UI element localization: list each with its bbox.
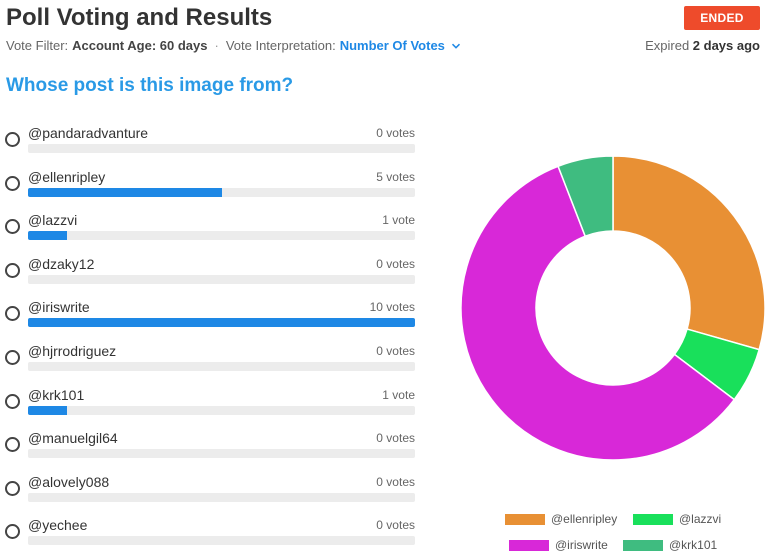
vote-bar-fill [28,231,67,241]
radio-button[interactable] [5,393,20,409]
expired-value: 2 days ago [692,38,760,53]
legend-label: @iriswrite [555,538,608,552]
vote-bar-fill [28,187,222,197]
poll-option[interactable]: @yechee 0 votes [0,514,420,550]
interpretation-value[interactable]: Number Of Votes [339,38,445,53]
poll-question: Whose post is this image from? [6,75,294,96]
legend-item[interactable]: @lazzvi [633,512,721,526]
radio-button[interactable] [5,437,20,453]
poll-option[interactable]: @hjrrodriguez 0 votes [0,340,420,376]
page-title: Poll Voting and Results [6,4,273,31]
option-label: @iriswrite [28,299,90,316]
option-label: @lazzvi [28,212,78,229]
option-label: @dzaky12 [28,255,95,272]
vote-bar-track [28,536,415,546]
legend-item[interactable]: @ellenripley [505,512,617,526]
separator: · [214,38,219,53]
option-label: @alovely088 [28,473,110,490]
filter-bar: Vote Filter: Account Age: 60 days · Vote… [6,38,461,53]
option-vote-count: 0 votes [376,256,415,271]
donut-slice-iriswrite [460,165,736,461]
poll-option[interactable]: @manuelgil64 0 votes [0,427,420,463]
poll-option[interactable]: @krk101 1 vote [0,384,420,420]
vote-bar-track [28,231,415,241]
legend-item[interactable]: @krk101 [623,538,717,552]
option-label: @hjrrodriguez [28,343,117,359]
poll-option[interactable]: @pandaradvanture 0 votes [0,122,420,158]
option-label: @yechee [28,517,88,534]
option-label: @pandaradvanture [28,125,149,141]
vote-bar-track [28,405,415,415]
option-vote-count: 0 votes [376,474,415,489]
legend-swatch [509,539,549,551]
radio-button[interactable] [5,262,20,278]
option-vote-count: 0 votes [376,126,415,140]
legend-label: @krk101 [669,538,718,552]
donut-slice-krk101 [557,155,614,238]
option-label: @krk101 [28,386,85,403]
option-vote-count: 1 vote [382,213,415,228]
vote-bar-track [28,362,415,371]
radio-button[interactable] [5,350,20,365]
option-vote-count: 5 votes [376,169,415,184]
legend-swatch [623,539,663,551]
option-label: @manuelgil64 [28,430,118,447]
poll-option[interactable]: @dzaky12 0 votes [0,253,420,289]
expired-prefix: Expired [645,38,690,53]
donut-chart [460,155,766,461]
poll-option[interactable]: @iriswrite 10 votes [0,296,420,332]
donut-slice-ellenripley [612,155,766,351]
vote-bar-track [28,144,415,153]
poll-option[interactable]: @lazzvi 1 vote [0,209,420,245]
poll-option[interactable]: @alovely088 0 votes [0,471,420,507]
radio-button[interactable] [5,306,20,322]
option-label: @ellenripley [28,168,106,185]
vote-filter-value: Account Age: 60 days [72,38,208,53]
radio-button[interactable] [5,175,20,191]
legend-item[interactable]: @iriswrite [509,538,608,552]
interpretation-label: Vote Interpretation: [225,38,336,53]
option-vote-count: 10 votes [369,300,415,315]
vote-bar-track [28,274,415,284]
poll-option[interactable]: @ellenripley 5 votes [0,166,420,202]
vote-bar-fill [28,318,415,328]
vote-bar-track [28,187,415,197]
option-vote-count: 1 vote [382,387,415,402]
vote-bar-fill [28,405,67,415]
option-vote-count: 0 votes [376,344,415,358]
legend-swatch [633,513,673,525]
chevron-down-icon[interactable] [451,41,461,51]
legend-label: @ellenripley [551,512,618,526]
status-badge: ENDED [684,6,760,30]
option-vote-count: 0 votes [376,431,415,446]
interpretation-dropdown[interactable]: Number Of Votes [340,38,461,53]
option-vote-count: 0 votes [376,518,415,533]
radio-button[interactable] [5,132,20,147]
vote-bar-track [28,492,415,502]
legend-swatch [505,513,545,525]
legend-label: @lazzvi [679,512,722,526]
vote-bar-track [28,318,415,328]
expired-info: Expired 2 days ago [645,38,760,53]
radio-button[interactable] [5,219,20,235]
radio-button[interactable] [5,524,20,540]
vote-bar-track [28,449,415,459]
radio-button[interactable] [5,480,20,496]
vote-filter-label: Vote Filter: [6,38,69,53]
